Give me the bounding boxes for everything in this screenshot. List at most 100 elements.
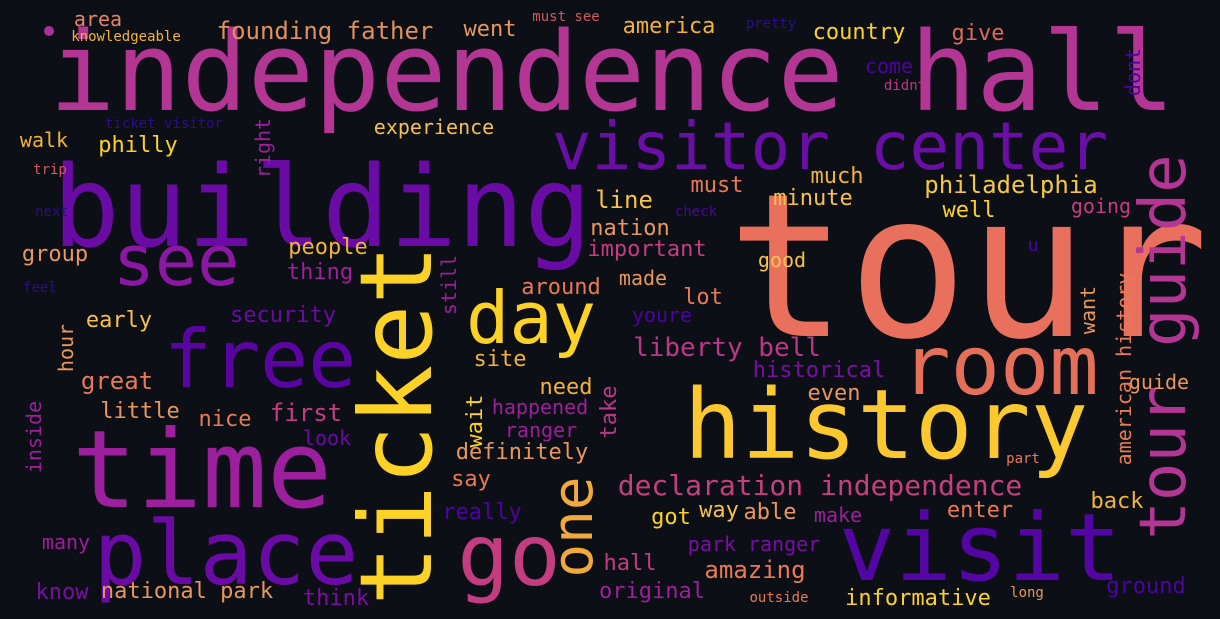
word-national-park: national park — [100, 579, 274, 604]
word-thing: thing — [286, 260, 354, 285]
word-walk: walk — [19, 128, 69, 152]
word-declaration-independence: declaration independence — [617, 469, 1023, 502]
word-really: really — [442, 500, 522, 525]
word-america: america — [622, 14, 716, 39]
word-way: way — [699, 498, 739, 523]
word-experience: experience — [373, 115, 495, 139]
word-think: think — [302, 586, 370, 611]
word-visitor-center: visitor center — [551, 108, 1109, 185]
word-visit: visit — [838, 494, 1122, 603]
word-check: check — [674, 204, 718, 220]
word-historical: historical — [752, 358, 886, 383]
word-didnt: didnt — [883, 78, 927, 94]
word-well: well — [942, 198, 996, 223]
word-lot: lot — [683, 285, 723, 310]
word-long: long — [1010, 585, 1044, 601]
word-part: part — [1006, 451, 1040, 467]
word-tour-guide: tour guide — [1127, 154, 1201, 540]
word-right: right — [251, 117, 275, 179]
word-knowledgeable: knowledgeable — [71, 29, 181, 45]
word-little: little — [100, 399, 180, 424]
word-must: must — [690, 173, 744, 198]
word-u: u — [1027, 235, 1039, 256]
word-know: know — [35, 580, 89, 605]
word-back: back — [1090, 489, 1144, 514]
word-need: need — [539, 375, 593, 400]
word-area: area — [73, 7, 123, 31]
word-happened: happened — [491, 395, 589, 419]
word-say: say — [451, 467, 491, 492]
word-liberty-bell: liberty bell — [633, 333, 821, 363]
word-great: great — [80, 367, 154, 395]
word-day: day — [465, 276, 597, 360]
word-park-ranger: park ranger — [687, 532, 821, 556]
word-free: free — [163, 313, 357, 406]
word-take: take — [597, 385, 622, 439]
word-must-see: must see — [532, 9, 600, 25]
word-time: time — [71, 408, 333, 533]
word-trip: trip — [33, 162, 67, 178]
word-site: site — [473, 347, 527, 372]
word-country: country — [812, 20, 906, 45]
word-inside: inside — [22, 400, 46, 474]
word-made: made — [618, 266, 668, 290]
word-guide: guide — [1128, 370, 1190, 394]
word-first: first — [269, 399, 343, 427]
word-people: people — [288, 235, 368, 260]
word-look: look — [302, 426, 352, 450]
word-able: able — [743, 500, 797, 525]
word-pretty: pretty — [745, 16, 797, 32]
word-history: history — [683, 369, 1089, 481]
word-go: go — [457, 506, 561, 606]
word-outside: outside — [749, 590, 809, 606]
word-make: make — [813, 503, 863, 527]
word-hour: hour — [54, 323, 78, 373]
word-independence-hall: independence hall — [49, 8, 1175, 136]
word-dont: dont — [1121, 47, 1145, 97]
word-feel: feel — [23, 280, 57, 296]
word-one: one — [541, 476, 606, 578]
word-minute: minute — [773, 186, 853, 211]
word-room: room — [901, 319, 1099, 414]
word-important: important — [587, 237, 707, 262]
word-going: going — [1070, 194, 1132, 218]
word-amazing: amazing — [704, 556, 806, 584]
word-many: many — [41, 530, 91, 554]
dot-marker — [44, 26, 54, 36]
word-tour: tour — [727, 151, 1209, 384]
word-ticket-visitor: ticket visitor — [104, 116, 224, 132]
word-definitely: definitely — [455, 440, 589, 465]
word-original: original — [599, 579, 705, 604]
word-around: around — [521, 275, 601, 300]
word-philly: philly — [98, 133, 178, 158]
word-building: building — [52, 143, 592, 273]
word-went: went — [463, 17, 517, 42]
word-see: see — [112, 220, 240, 302]
word-nice: nice — [198, 407, 252, 432]
word-place: place — [93, 502, 359, 605]
word-got: got — [651, 505, 691, 530]
word-philadelphia: philadelphia — [924, 171, 1098, 199]
word-ground: ground — [1106, 574, 1186, 599]
word-much: much — [810, 164, 864, 189]
word-early: early — [85, 308, 153, 333]
word-group: group — [21, 242, 89, 267]
word-ranger: ranger — [504, 418, 578, 442]
word-ticket: ticket — [338, 244, 455, 606]
word-enter: enter — [946, 498, 1014, 523]
word-hall: hall — [603, 551, 657, 576]
word-founding-father: founding father — [216, 17, 434, 45]
word-good: good — [757, 248, 807, 272]
word-american-history: american history — [1112, 272, 1136, 466]
word-next: next — [35, 204, 69, 220]
word-want: want — [1076, 285, 1100, 335]
word-come: come — [864, 54, 914, 78]
word-give: give — [951, 21, 1005, 46]
word-still: still — [437, 254, 461, 316]
word-informative: informative — [845, 586, 991, 611]
word-even: even — [807, 381, 861, 406]
word-youre: youre — [631, 303, 693, 327]
word-line: line — [595, 186, 653, 214]
word-security: security — [230, 303, 336, 328]
